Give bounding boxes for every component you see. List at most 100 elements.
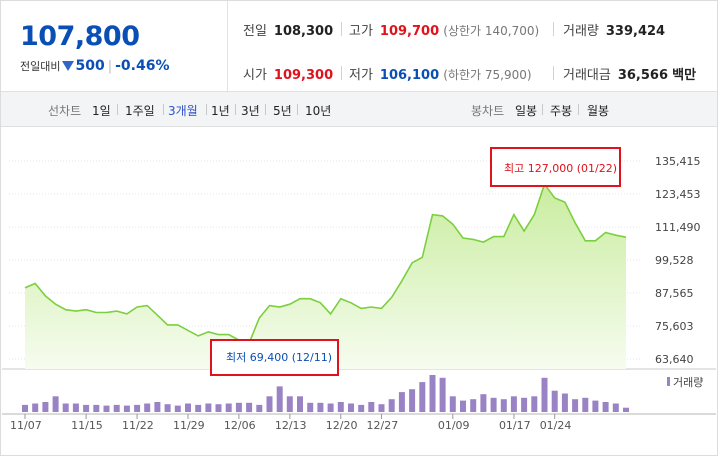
volume-bar <box>144 403 151 412</box>
volume-bar <box>123 405 130 412</box>
stat-high: 고가 109,700 (상한가 140,700) <box>349 20 539 39</box>
volume-bar <box>419 382 426 412</box>
candle-weekly[interactable]: 주봉 <box>550 104 573 118</box>
stat-value: 339,424 <box>605 24 666 39</box>
down-arrow-icon <box>62 61 75 71</box>
volume-bar <box>225 403 232 412</box>
volume-bar <box>623 407 629 412</box>
volume-bar <box>297 396 303 412</box>
volume-bar <box>327 403 334 412</box>
period-3y[interactable]: 3년 <box>241 104 260 118</box>
divider <box>235 104 236 115</box>
candle-daily[interactable]: 일봉 <box>515 104 538 118</box>
volume-bar <box>307 402 314 413</box>
volume-bar <box>195 404 202 412</box>
volume-bar <box>602 402 609 412</box>
volume-bar <box>449 396 456 412</box>
volume-bar <box>174 405 181 412</box>
volume-bar <box>215 404 222 412</box>
change-rate: -0.46% <box>115 58 170 74</box>
stat-label: 고가 <box>349 24 373 39</box>
volume-bar <box>286 396 293 412</box>
divider <box>206 104 207 115</box>
volume-bar <box>235 402 242 413</box>
period-1y[interactable]: 1년 <box>211 104 230 118</box>
volume-bar <box>612 403 619 412</box>
y-tick-label: 135,415 <box>655 155 701 168</box>
period-5y[interactable]: 5년 <box>273 104 292 118</box>
volume-bar <box>83 404 90 412</box>
candle-chart-label: 봉차트 <box>471 104 505 118</box>
volume-bar <box>266 396 273 412</box>
period-1w[interactable]: 1주일 <box>125 104 155 118</box>
volume-bar <box>134 404 141 412</box>
divider <box>341 22 342 36</box>
stat-volume: 거래량 339,424 <box>563 20 665 39</box>
divider <box>553 22 554 36</box>
change-row: 전일대비 500 | -0.46% <box>20 58 170 74</box>
volume-bar <box>103 405 110 412</box>
volume-bar <box>439 377 446 412</box>
current-price: 107,800 <box>20 21 140 52</box>
divider <box>265 104 266 115</box>
volume-bar <box>398 392 405 412</box>
period-10y[interactable]: 10년 <box>305 104 332 118</box>
volume-bar <box>113 404 120 412</box>
upper-limit: (상한가 140,700) <box>443 24 540 38</box>
volume-bar <box>154 402 161 412</box>
volume-bar <box>521 397 528 412</box>
stat-label: 시가 <box>243 68 267 83</box>
volume-bar <box>348 403 354 412</box>
volume-bar <box>368 402 375 412</box>
volume-bar <box>32 403 39 412</box>
y-tick-label: 75,603 <box>655 320 694 333</box>
divider <box>297 104 298 115</box>
stat-value: 106,100 <box>379 68 440 83</box>
volume-bar <box>164 404 171 412</box>
price-line <box>24 182 627 345</box>
change-divider: | <box>107 59 113 74</box>
y-tick-label: 63,640 <box>655 353 694 366</box>
period-3m[interactable]: 3개월 <box>168 104 198 118</box>
volume-bar <box>276 386 283 412</box>
stat-low: 저가 106,100 (하한가 75,900) <box>349 64 532 83</box>
quote-summary: 107,800 전일대비 500 | -0.46% <box>1 1 228 91</box>
stat-value: 36,566 <box>617 68 669 83</box>
volume-bar <box>378 404 385 412</box>
volume-bar <box>429 375 436 412</box>
x-tick-label: 12/13 <box>275 419 307 432</box>
candle-monthly[interactable]: 월봉 <box>587 104 610 118</box>
x-tick-label: 12/20 <box>326 419 358 432</box>
stat-value: 109,700 <box>379 24 440 39</box>
max-callout-label: 최고 127,000 (01/22) <box>504 162 617 175</box>
y-tick-label: 111,490 <box>655 221 701 234</box>
x-tick-label: 11/22 <box>122 419 154 432</box>
stat-unit: 백만 <box>672 68 697 83</box>
min-callout-box <box>210 339 339 376</box>
x-tick-label: 12/06 <box>224 419 256 432</box>
divider <box>578 104 579 115</box>
change-label: 전일대비 <box>20 60 61 73</box>
volume-legend-swatch <box>667 377 670 386</box>
price-stats: 전일 108,300 고가 109,700 (상한가 140,700) 거래량 339… <box>228 1 717 91</box>
lower-limit: (하한가 75,900) <box>443 68 532 82</box>
volume-bar <box>72 403 79 412</box>
max-callout-box <box>490 147 621 187</box>
divider <box>117 104 118 115</box>
period-1d[interactable]: 1일 <box>92 104 111 118</box>
volume-bar <box>337 402 344 412</box>
x-tick-label: 11/15 <box>71 419 103 432</box>
divider <box>553 66 554 80</box>
divider <box>341 66 342 80</box>
volume-bar <box>480 394 487 412</box>
stat-label: 거래량 <box>563 24 599 39</box>
x-tick-label: 11/07 <box>10 419 42 432</box>
volume-bar <box>317 402 324 413</box>
volume-bar <box>205 403 212 412</box>
volume-legend-label: 거래량 <box>673 376 703 389</box>
volume-bar <box>460 400 466 412</box>
volume-bar <box>572 399 579 412</box>
volume-bar <box>22 404 28 412</box>
volume-bar <box>42 402 49 412</box>
